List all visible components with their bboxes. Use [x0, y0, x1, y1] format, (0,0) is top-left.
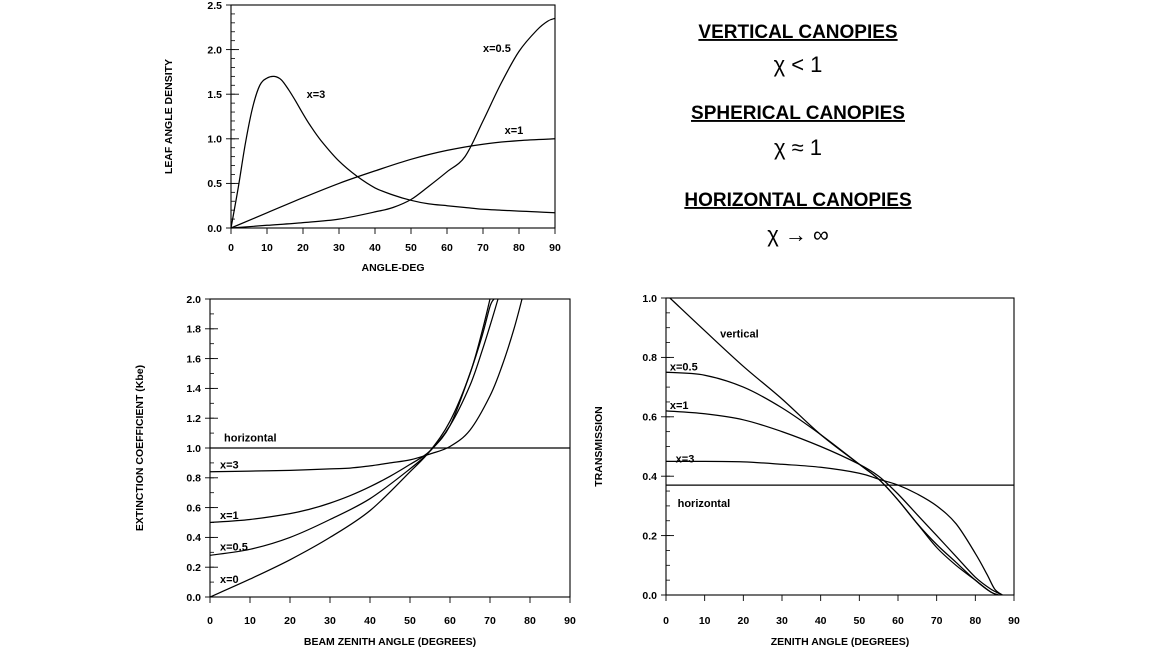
x-tick-label: 0	[228, 242, 234, 254]
x-tick-label: 80	[513, 242, 525, 254]
x-tick-label: 40	[369, 242, 381, 254]
y-tick-label: 0.8	[642, 352, 657, 364]
series-line-vertical	[669, 297, 999, 596]
x-tick-label: 10	[699, 615, 711, 627]
y-tick-label: 0.6	[186, 502, 201, 514]
y-axis-title: LEAF ANGLE DENSITY	[163, 59, 175, 174]
x-tick-label: 50	[405, 242, 417, 254]
y-tick-label: 1.2	[186, 413, 201, 425]
x-tick-label: 50	[853, 615, 865, 627]
vertical-canopies-heading: VERTICAL CANOPIES	[698, 22, 897, 43]
x-axis-title: ZENITH ANGLE (DEGREES)	[771, 636, 909, 648]
leaf-angle-density-chart: 0.0 0.5 1.0 1.5 2.0 2.5 0 10 20 30 40 50 60 70 80 90 ANG…	[163, 0, 561, 274]
series-label-horizontal: horizontal	[224, 433, 277, 445]
y-tick-label: 1.0	[642, 293, 657, 305]
y-tick-label: 1.0	[186, 443, 201, 455]
x-tick-label: 70	[477, 242, 489, 254]
series-label-x-3: x=3	[220, 459, 239, 471]
series-label-x-1: x=1	[670, 400, 689, 412]
y-tick-label: 0.8	[186, 473, 201, 485]
y-tick-label: 0.6	[642, 412, 657, 424]
x-tick-label: 60	[892, 615, 904, 627]
y-tick-label: 1.5	[207, 89, 222, 101]
x-tick-label: 20	[737, 615, 749, 627]
x-tick-label: 40	[815, 615, 827, 627]
vertical-canopies-formula: χ < 1	[774, 52, 823, 77]
x-tick-label: 60	[444, 615, 456, 627]
y-tick-label: 2.0	[207, 44, 222, 56]
series-label-x-0-5: x=0.5	[483, 43, 511, 55]
series-label-x-0-5: x=0.5	[220, 541, 248, 553]
series-label-x-3: x=3	[307, 89, 326, 101]
y-tick-label: 1.8	[186, 324, 201, 336]
y-tick-label: 0.4	[186, 532, 201, 544]
y-tick-label: 1.0	[207, 134, 222, 146]
series-label-horizontal: horizontal	[678, 498, 731, 510]
canopy-item-spherical: SPHERICAL CANOPIES χ ≈ 1	[691, 103, 905, 160]
series-line-x-0-5	[209, 298, 495, 556]
canopy-item-horizontal: HORIZONTAL CANOPIES χ → ∞	[684, 190, 911, 247]
x-tick-label: 20	[297, 242, 309, 254]
x-tick-label: 60	[441, 242, 453, 254]
y-tick-label: 0.2	[186, 562, 201, 574]
series-line-x-0-5	[665, 371, 999, 596]
horizontal-canopies-formula: χ → ∞	[767, 222, 828, 247]
y-tick-label: 2.5	[207, 0, 222, 12]
x-tick-label: 90	[549, 242, 561, 254]
spherical-canopies-formula: χ ≈ 1	[774, 135, 822, 160]
x-tick-label: 10	[244, 615, 256, 627]
series-line-x-1	[230, 138, 556, 229]
x-tick-label: 30	[333, 242, 345, 254]
canopy-legend: VERTICAL CANOPIES χ < 1 SPHERICAL CANOPI…	[684, 22, 911, 247]
series-label-vertical: vertical	[720, 329, 759, 341]
x-tick-label: 10	[261, 242, 273, 254]
x-tick-label: 20	[284, 615, 296, 627]
y-tick-label: 0.2	[642, 530, 657, 542]
series-line-x-0-5	[230, 17, 556, 229]
x-tick-label: 70	[484, 615, 496, 627]
series-line-x-1	[665, 410, 1003, 596]
y-axis-title: EXTINCTION COEFFICIENT (Kbe)	[134, 365, 146, 531]
x-tick-label: 30	[776, 615, 788, 627]
x-axis-title: ANGLE-DEG	[362, 262, 425, 274]
transmission-chart: 0.0 0.2 0.4 0.6 0.8 1.0 0 10 20 30 40 50 60 70 80 90 ZEN…	[593, 293, 1020, 648]
horizontal-canopies-heading: HORIZONTAL CANOPIES	[684, 190, 911, 211]
series-line-x-3	[665, 460, 1003, 596]
x-tick-label: 0	[663, 615, 669, 627]
canopy-item-vertical: VERTICAL CANOPIES χ < 1	[698, 22, 897, 77]
extinction-coefficient-chart: 0.0 0.2 0.4 0.6 0.8 1.0 1.2 1.4 1.6 1.8 2.0 0 10 20 30…	[134, 294, 576, 648]
x-tick-label: 30	[324, 615, 336, 627]
x-tick-label: 90	[564, 615, 576, 627]
series-line-x-3	[230, 75, 556, 229]
series-label-x-0: x=0	[220, 574, 239, 586]
y-tick-label: 0.4	[642, 471, 657, 483]
x-tick-label: 70	[931, 615, 943, 627]
x-tick-label: 80	[524, 615, 536, 627]
y-tick-label: 2.0	[186, 294, 201, 306]
y-axis-title: TRANSMISSION	[593, 406, 605, 487]
x-tick-label: 40	[364, 615, 376, 627]
x-tick-label: 50	[404, 615, 416, 627]
series-label-x-3: x=3	[676, 453, 695, 465]
spherical-canopies-heading: SPHERICAL CANOPIES	[691, 103, 905, 124]
x-tick-label: 90	[1008, 615, 1020, 627]
series-label-x-1: x=1	[220, 510, 239, 522]
y-tick-label: 1.6	[186, 353, 201, 365]
x-tick-label: 0	[207, 615, 213, 627]
y-tick-label: 0.0	[186, 592, 201, 604]
y-tick-label: 0.5	[207, 178, 222, 190]
y-tick-label: 1.4	[186, 383, 201, 395]
series-label-x-1: x=1	[505, 125, 524, 137]
plot-frame	[230, 4, 556, 229]
x-tick-label: 80	[969, 615, 981, 627]
series-label-x-0-5: x=0.5	[670, 361, 698, 373]
y-tick-label: 0.0	[207, 223, 222, 235]
series-line-x-0	[209, 298, 491, 598]
series-line-x-3	[209, 298, 523, 473]
x-axis-title: BEAM ZENITH ANGLE (DEGREES)	[304, 636, 476, 648]
series-line-x-1	[209, 298, 499, 524]
y-tick-label: 0.0	[642, 590, 657, 602]
